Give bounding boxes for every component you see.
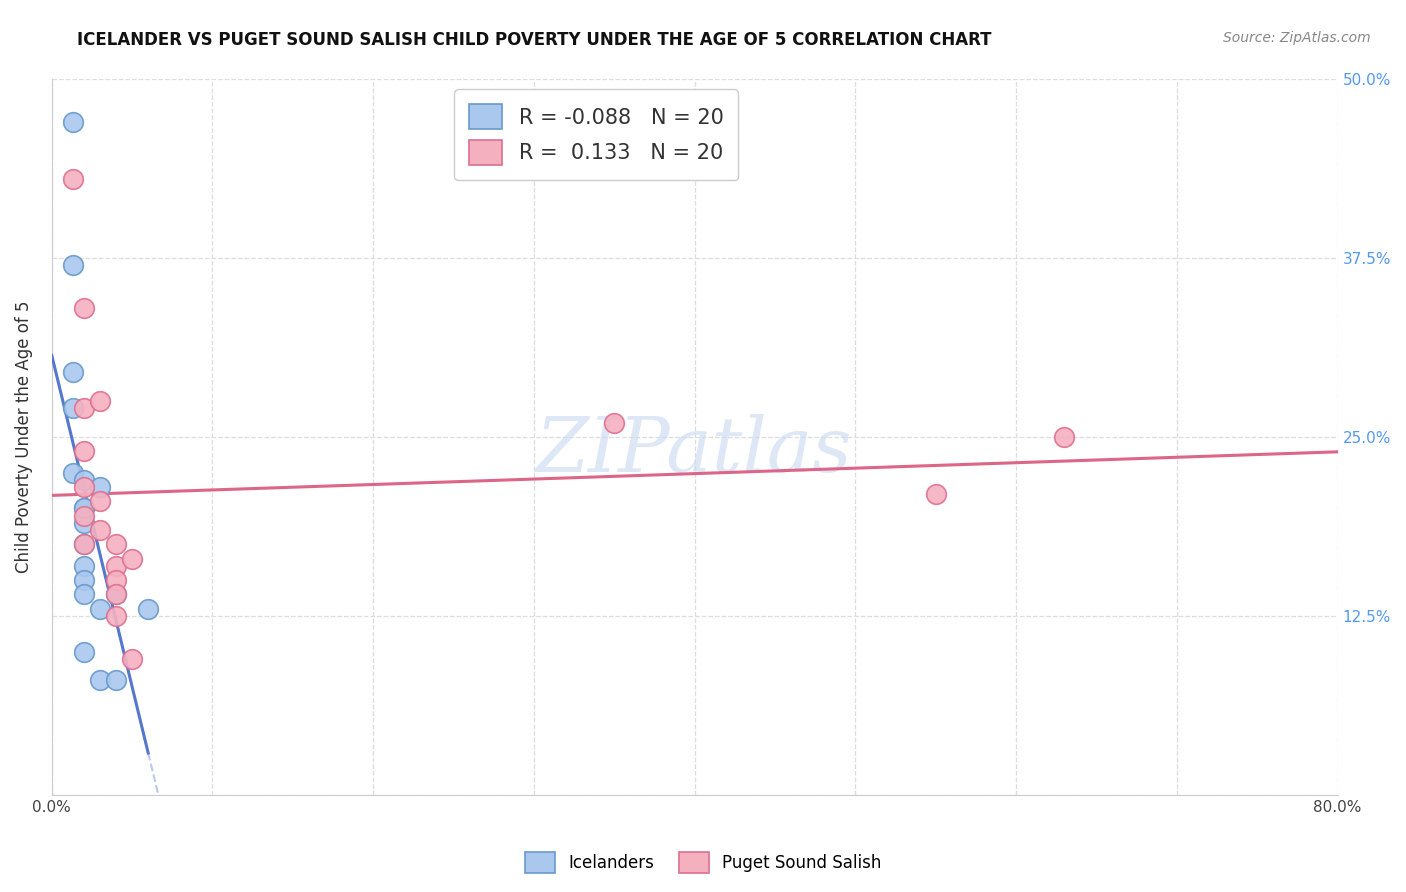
Point (73, 301, 96, 315)
Point (121, 551, 143, 566)
Point (73, 558, 96, 573)
Point (89, 394, 111, 409)
Point (121, 651, 143, 665)
Point (62, 172, 84, 186)
Point (1053, 430, 1076, 444)
Point (105, 608, 128, 623)
Point (89, 480, 111, 494)
Point (105, 587, 128, 601)
Point (73, 587, 96, 601)
Point (73, 480, 96, 494)
Y-axis label: Child Poverty Under the Age of 5: Child Poverty Under the Age of 5 (15, 301, 32, 573)
Point (925, 487, 948, 501)
Point (603, 416, 626, 430)
Point (105, 673, 128, 688)
Point (73, 501, 96, 516)
Point (73, 516, 96, 530)
Point (73, 644, 96, 658)
Point (105, 537, 128, 551)
Point (73, 537, 96, 551)
Point (73, 444, 96, 458)
Point (73, 501, 96, 516)
Point (105, 558, 128, 573)
Point (89, 673, 111, 688)
Point (62, 401, 84, 416)
Point (89, 523, 111, 537)
Point (105, 587, 128, 601)
Point (62, 258, 84, 272)
Point (89, 601, 111, 615)
Point (73, 508, 96, 523)
Legend: R = -0.088   N = 20, R =  0.133   N = 20: R = -0.088 N = 20, R = 0.133 N = 20 (454, 89, 738, 180)
Point (62, 366, 84, 380)
Point (105, 573, 128, 587)
Point (89, 494, 111, 508)
Point (62, 466, 84, 480)
Point (73, 473, 96, 487)
Text: ICELANDER VS PUGET SOUND SALISH CHILD POVERTY UNDER THE AGE OF 5 CORRELATION CHA: ICELANDER VS PUGET SOUND SALISH CHILD PO… (77, 31, 991, 49)
Text: ZIPatlas: ZIPatlas (536, 414, 853, 488)
Point (73, 401, 96, 416)
Point (62, 115, 84, 129)
Point (73, 537, 96, 551)
Legend: Icelanders, Puget Sound Salish: Icelanders, Puget Sound Salish (517, 846, 889, 880)
Text: Source: ZipAtlas.com: Source: ZipAtlas.com (1223, 31, 1371, 45)
Point (136, 601, 159, 615)
Point (73, 573, 96, 587)
